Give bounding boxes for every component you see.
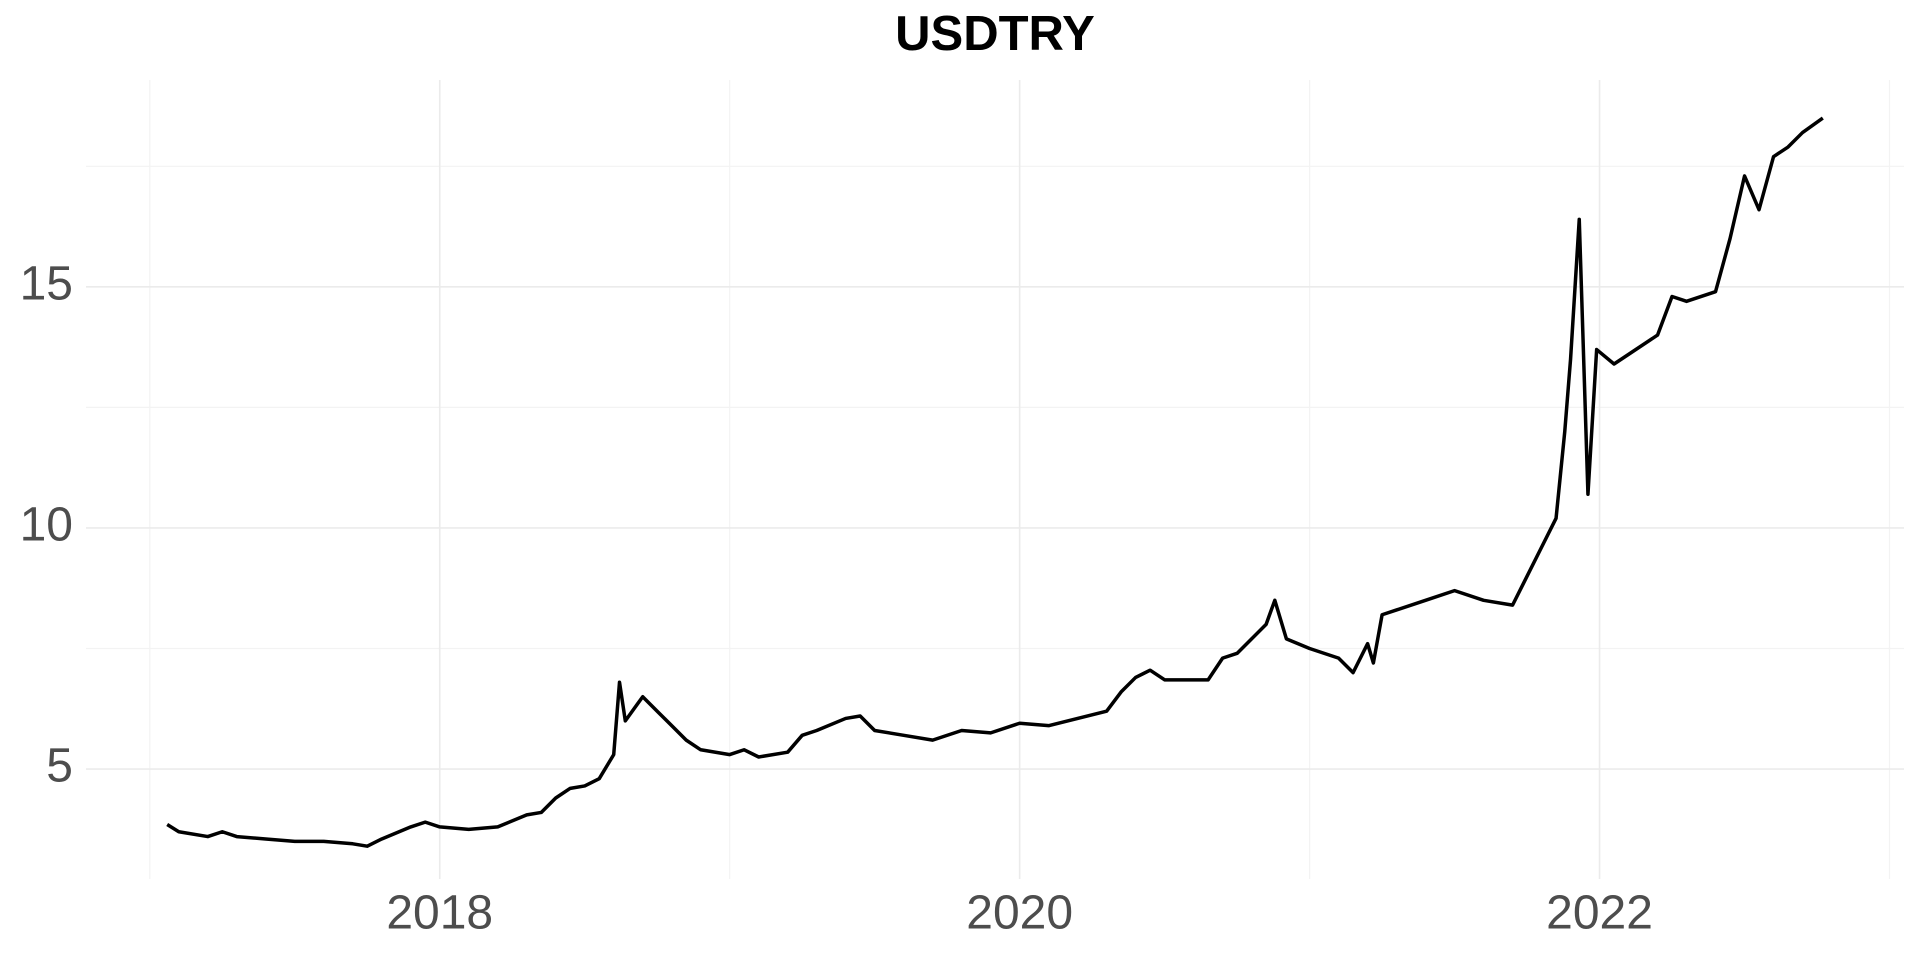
x-tick-label: 2022 [1546,887,1653,940]
line [166,116,1824,848]
y-tick-label: 5 [46,740,73,793]
x-tick-label: 2020 [966,887,1073,940]
chart-title: USDTRY [895,7,1095,61]
y-tick-label: 10 [20,499,73,552]
y-tick-label: 15 [20,258,73,311]
x-tick-label: 2018 [386,887,493,940]
